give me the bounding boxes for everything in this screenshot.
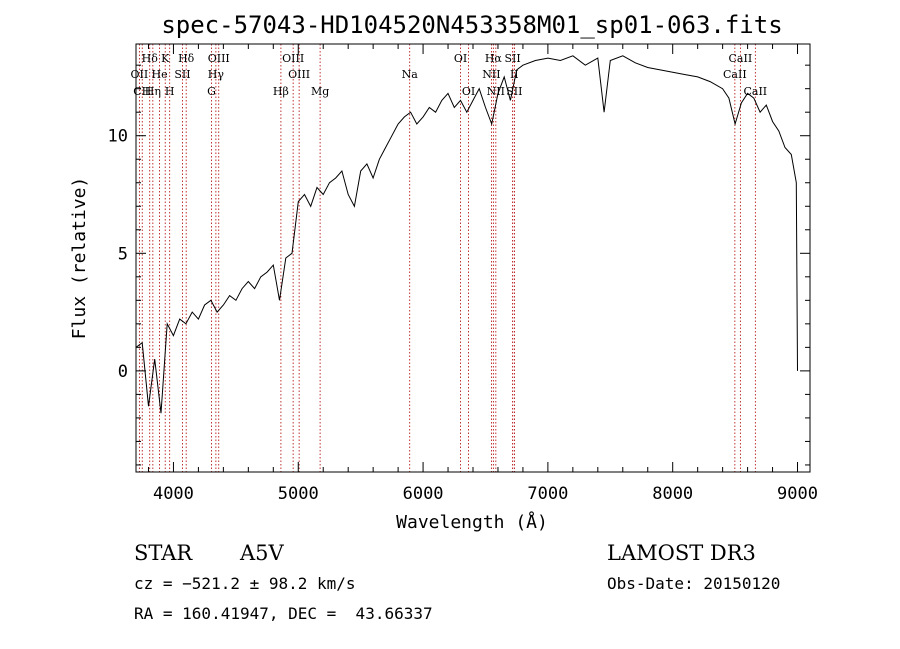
- line-label-0-3: OIII: [208, 52, 230, 65]
- line-label-1-1: He: [152, 68, 168, 81]
- line-label-2-6: OI: [462, 85, 475, 98]
- line-label-0-2: Hδ: [178, 52, 195, 65]
- x-tick-label: 4000: [153, 484, 194, 504]
- line-label-2-1: Hη: [145, 85, 161, 98]
- x-axis-label: Wavelength (Å): [396, 511, 548, 533]
- line-label-1-2: SII: [174, 68, 190, 81]
- y-axis-label: Flux (relative): [69, 177, 90, 340]
- x-tick-label: 7000: [527, 484, 568, 504]
- chart-title: spec-57043-HD104520N453358M01_sp01-063.f…: [161, 11, 782, 39]
- x-axis-ticks: 4000 5000 6000 7000 8000 9000: [147, 44, 818, 504]
- line-label-0-0: Hδ: [142, 52, 159, 65]
- survey-label: LAMOST DR3: [607, 541, 756, 565]
- line-label-2-4: Hβ: [273, 85, 289, 98]
- y-tick-label: 10: [108, 127, 128, 147]
- line-label-2-7: NII: [487, 85, 505, 98]
- y-axis-ticks: 0 5 10: [108, 64, 810, 466]
- line-label-1-6: NII: [482, 68, 500, 81]
- line-label-1-8: CaII: [723, 68, 747, 81]
- x-tick-label: 9000: [777, 484, 818, 504]
- line-label-1-0: OII: [131, 68, 149, 81]
- plot-frame: [135, 43, 811, 473]
- spectrum-chart: spec-57043-HD104520N453358M01_sp01-063.f…: [69, 11, 818, 533]
- line-label-0-8: CaII: [729, 52, 753, 65]
- line-label-1-4: OIII: [288, 68, 310, 81]
- object-class: STAR: [134, 541, 193, 565]
- line-label-1-7: II: [510, 68, 519, 81]
- spectrum-line: [135, 55, 798, 414]
- line-label-2-9: CaII: [743, 85, 767, 98]
- line-label-1-5: Na: [402, 68, 419, 81]
- line-label-0-1: K: [161, 52, 170, 65]
- line-label-0-5: OI: [454, 52, 467, 65]
- ra-dec-coordinates: RA = 160.41947, DEC = 43.66337: [134, 604, 433, 623]
- line-label-0-6: Hα: [485, 52, 503, 65]
- y-tick-label: 5: [118, 244, 128, 264]
- line-label-2-5: Mg: [311, 85, 329, 98]
- line-label-2-8: SII: [506, 85, 522, 98]
- x-tick-label: 5000: [278, 484, 319, 504]
- y-tick-label: 0: [118, 362, 128, 382]
- observation-date: Obs-Date: 20150120: [607, 574, 781, 593]
- line-label-0-7: SII: [504, 52, 520, 65]
- object-subclass: A5V: [240, 541, 284, 565]
- line-label-1-3: Hγ: [208, 68, 225, 81]
- line-label-0-4: OIII: [282, 52, 304, 65]
- spectral-line-markers: [138, 44, 756, 472]
- redshift-velocity: cz = −521.2 ± 98.2 km/s: [134, 574, 356, 593]
- line-label-2-2: H: [165, 85, 175, 98]
- x-tick-label: 8000: [652, 484, 693, 504]
- line-label-2-3: G: [207, 85, 216, 98]
- x-tick-label: 6000: [403, 484, 444, 504]
